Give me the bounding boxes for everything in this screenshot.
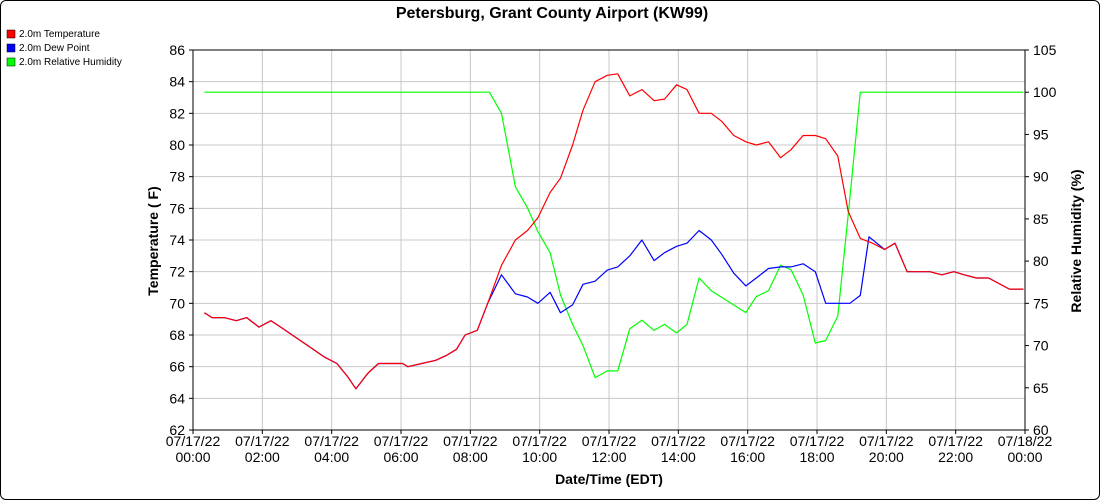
y-left-tick-label: 74 bbox=[169, 232, 185, 248]
x-tick-time: 00:00 bbox=[1007, 449, 1042, 465]
y-right-tick-label: 100 bbox=[1033, 84, 1057, 100]
x-tick-time: 16:00 bbox=[730, 449, 765, 465]
x-tick-date: 07/17/22 bbox=[374, 433, 429, 449]
x-tick-date: 07/17/22 bbox=[304, 433, 359, 449]
x-tick-date: 07/17/22 bbox=[651, 433, 706, 449]
legend-swatch-relative-humidity bbox=[6, 57, 16, 67]
x-tick-time: 22:00 bbox=[938, 449, 973, 465]
y-left-tick-label: 76 bbox=[169, 200, 185, 216]
series-line-temperature bbox=[204, 73, 1024, 390]
y-left-tick-label: 72 bbox=[169, 264, 185, 280]
grid bbox=[192, 49, 1026, 431]
y-left-tick-label: 66 bbox=[169, 359, 185, 375]
x-tick-date: 07/17/22 bbox=[166, 433, 221, 449]
x-tick-date: 07/18/22 bbox=[998, 433, 1053, 449]
y-right-tick-label: 95 bbox=[1033, 126, 1049, 142]
series-line-relative-humidity bbox=[204, 91, 1024, 379]
x-tick-time: 00:00 bbox=[175, 449, 210, 465]
y-left-tick-label: 64 bbox=[169, 390, 185, 406]
y-right-tick-label: 60 bbox=[1033, 422, 1049, 438]
y-right-tick-label: 90 bbox=[1033, 169, 1049, 185]
y-left-tick-label: 70 bbox=[169, 295, 185, 311]
series-line-dew-point bbox=[204, 229, 1024, 390]
x-tick-date: 07/17/22 bbox=[720, 433, 775, 449]
y-right-tick-label: 85 bbox=[1033, 211, 1049, 227]
y-right-tick-label: 105 bbox=[1033, 42, 1057, 58]
x-tick-time: 02:00 bbox=[245, 449, 280, 465]
x-tick-date: 07/17/22 bbox=[859, 433, 914, 449]
legend-label-relative-humidity: 2.0m Relative Humidity bbox=[19, 57, 122, 68]
x-tick-date: 07/17/22 bbox=[512, 433, 567, 449]
y-axis-label-right: Relative Humidity (%) bbox=[1068, 169, 1084, 312]
y-right-tick-label: 75 bbox=[1033, 295, 1049, 311]
y-left-tick-label: 82 bbox=[169, 105, 185, 121]
x-tick-date: 07/17/22 bbox=[235, 433, 290, 449]
y-left-tick-label: 86 bbox=[169, 42, 185, 58]
x-tick-date: 07/17/22 bbox=[928, 433, 983, 449]
y-right-tick-label: 80 bbox=[1033, 253, 1049, 269]
x-tick-time: 14:00 bbox=[661, 449, 696, 465]
x-tick-time: 08:00 bbox=[453, 449, 488, 465]
chart-title: Petersburg, Grant County Airport (KW99) bbox=[396, 5, 708, 22]
legend-label-temperature: 2.0m Temperature bbox=[19, 29, 100, 40]
y-left-tick-label: 62 bbox=[169, 422, 185, 438]
legend-swatch-dew-point bbox=[6, 43, 16, 53]
legend-label-dew-point: 2.0m Dew Point bbox=[19, 43, 90, 54]
x-tick-time: 10:00 bbox=[522, 449, 557, 465]
x-tick-date: 07/17/22 bbox=[790, 433, 845, 449]
legend: 2.0m Temperature 2.0m Dew Point 2.0m Rel… bbox=[6, 29, 122, 68]
x-tick-time: 12:00 bbox=[591, 449, 626, 465]
y-right-tick-label: 70 bbox=[1033, 338, 1049, 354]
x-tick-date: 07/17/22 bbox=[582, 433, 637, 449]
tick-labels: 07/17/2200:0007/17/2202:0007/17/2204:000… bbox=[166, 42, 1057, 465]
legend-swatch-temperature bbox=[6, 29, 16, 39]
y-right-tick-label: 65 bbox=[1033, 380, 1049, 396]
x-tick-date: 07/17/22 bbox=[443, 433, 498, 449]
y-left-tick-label: 84 bbox=[169, 74, 185, 90]
y-left-tick-label: 68 bbox=[169, 327, 185, 343]
x-tick-time: 18:00 bbox=[799, 449, 834, 465]
x-tick-time: 06:00 bbox=[383, 449, 418, 465]
y-left-tick-label: 78 bbox=[169, 169, 185, 185]
series-lines bbox=[204, 73, 1024, 390]
y-axis-label-left: Temperature ( F) bbox=[145, 186, 161, 295]
y-left-tick-label: 80 bbox=[169, 137, 185, 153]
x-tick-time: 04:00 bbox=[314, 449, 349, 465]
x-tick-time: 20:00 bbox=[869, 449, 904, 465]
x-axis-label: Date/Time (EDT) bbox=[555, 471, 663, 487]
